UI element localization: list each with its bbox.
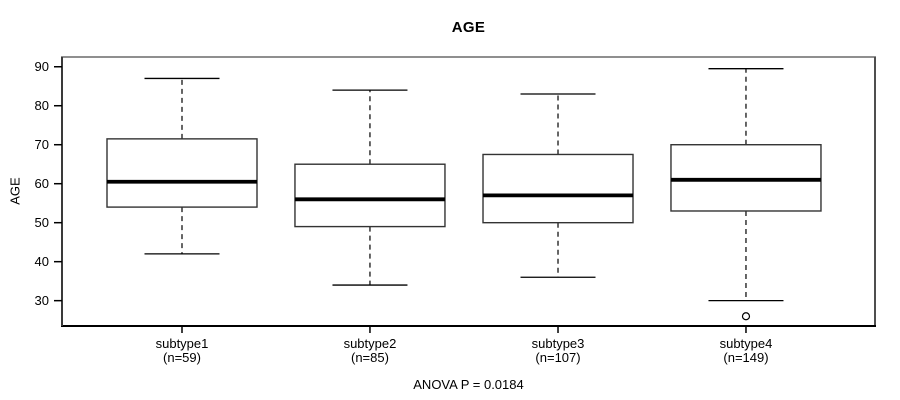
y-tick-label: 50 — [35, 215, 49, 230]
x-group-label-subtype1: subtype1 — [156, 336, 209, 351]
outlier-point-subtype4 — [741, 312, 751, 321]
y-tick-label: 30 — [35, 293, 49, 308]
x-group-label-subtype3: subtype3 — [532, 336, 585, 351]
x-group-n-subtype1: (n=59) — [163, 350, 201, 365]
chart-title: AGE — [451, 19, 486, 36]
iqr-box-subtype1 — [106, 138, 258, 208]
iqr-box-subtype3 — [482, 153, 634, 224]
iqr-box-subtype2 — [294, 163, 446, 228]
x-group-label-subtype2: subtype2 — [344, 336, 397, 351]
y-tick-label: 70 — [35, 137, 49, 152]
y-tick-label: 60 — [35, 176, 49, 191]
x-group-n-subtype4: (n=149) — [723, 350, 768, 365]
iqr-box-subtype4 — [670, 144, 822, 212]
y-tick-label: 40 — [35, 254, 49, 269]
y-tick-label: 80 — [35, 98, 49, 113]
x-group-n-subtype3: (n=107) — [535, 350, 580, 365]
y-tick-label: 90 — [35, 59, 49, 74]
x-group-n-subtype2: (n=85) — [351, 350, 389, 365]
y-axis-label: AGE — [7, 177, 23, 205]
x-group-label-subtype4: subtype4 — [720, 336, 773, 351]
anova-p-value: ANOVA P = 0.0184 — [413, 377, 524, 392]
